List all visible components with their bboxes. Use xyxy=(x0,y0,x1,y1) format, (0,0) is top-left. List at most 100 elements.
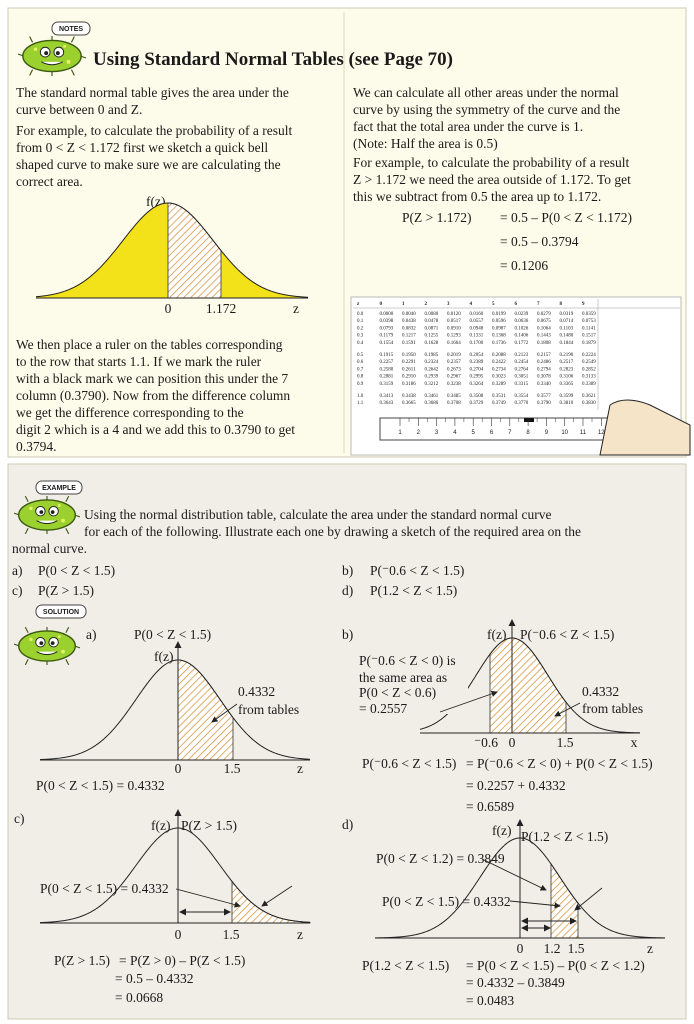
table-cell: 0.3708 xyxy=(447,401,461,406)
axis-label: f(z) xyxy=(487,627,506,642)
part-label: c) xyxy=(14,811,25,826)
part-text: P(0 < Z < 1.5) xyxy=(38,563,115,578)
table-cell: 0.0636 xyxy=(515,319,529,324)
table-cell: 0.3159 xyxy=(380,382,394,387)
note: 0.4332 xyxy=(238,684,275,699)
table-cell: 0.0557 xyxy=(470,319,484,324)
table-cell: 0.5 xyxy=(357,353,364,358)
table-cell: 0.3289 xyxy=(492,382,506,387)
table-cell: 1.1 xyxy=(357,401,364,406)
table-cell: 0.0793 xyxy=(380,326,394,331)
table-cell: 0.1480 xyxy=(560,334,574,339)
paragraph-line: (Note: Half the area is 0.5) xyxy=(353,136,498,151)
intro-line: Using the normal distribution table, cal… xyxy=(84,507,551,522)
arrows xyxy=(175,690,603,932)
graph-title: P(0 < Z < 1.5) xyxy=(134,627,211,642)
table-cell: 0.3790 xyxy=(537,401,551,406)
working-line: = 0.6589 xyxy=(466,799,514,814)
table-cell: 0.1736 xyxy=(492,341,506,346)
working-line: = P(0 < Z < 1.5) – P(0 < Z < 1.2) xyxy=(466,958,645,973)
table-cell: 0.3508 xyxy=(470,394,484,399)
table-cell: 0.1554 xyxy=(380,341,394,346)
table-cell: 0.3749 xyxy=(492,401,506,406)
part-label: b) xyxy=(342,627,353,642)
table-cell: 0.3599 xyxy=(560,394,574,399)
table-cell: 0.1844 xyxy=(560,341,574,346)
table-cell: 0.0040 xyxy=(402,312,416,317)
ruler-label: 3 xyxy=(435,430,439,436)
note: from tables xyxy=(238,702,299,717)
paragraph-line: For example, to calculate the probabilit… xyxy=(353,155,630,170)
paragraph-line: digit 2 which is a 4 and we add this to … xyxy=(16,422,295,437)
table-cell: 0.2088 xyxy=(492,353,506,358)
paragraph-line: from 0 < Z < 1.172 first we sketch a qui… xyxy=(16,140,268,155)
table-cell: 0.3729 xyxy=(470,401,484,406)
paragraph-line: curve between 0 and Z. xyxy=(16,102,142,117)
ruler-label: 9 xyxy=(545,430,549,436)
ruler-label: 1 xyxy=(398,430,402,436)
table-cell: 0.2123 xyxy=(515,353,529,358)
working-line: = P(Z > 0) – P(Z < 1.5) xyxy=(119,953,245,968)
note: = 0.2557 xyxy=(359,701,407,716)
axis-label: 1.5 xyxy=(223,927,240,942)
table-cell: 0.2486 xyxy=(537,360,551,365)
table-cell: 0.2054 xyxy=(470,353,484,358)
table-cell: 0.3133 xyxy=(582,375,596,380)
paragraph-line: 0.3794. xyxy=(16,439,57,454)
curves xyxy=(35,202,666,939)
table-cell: 0.0987 xyxy=(492,326,506,331)
working-line: = 0.2257 + 0.4332 xyxy=(466,778,566,793)
paragraph-line: Z > 1.172 we need the area outside of 1.… xyxy=(353,172,631,187)
intro-line: for each of the following. Illustrate ea… xyxy=(84,524,581,539)
table-cell: 0.0199 xyxy=(492,312,506,317)
axis-label: ⁻0.6 xyxy=(474,735,498,750)
table-cell: 0.2967 xyxy=(447,375,461,380)
table-cell: 0.3531 xyxy=(492,394,506,399)
table-cell: 0.1103 xyxy=(560,326,574,331)
table-header: 9 xyxy=(582,302,585,307)
axis-label: z xyxy=(647,941,653,956)
normal-curve xyxy=(39,659,311,761)
table-cell: 0.3810 xyxy=(560,401,574,406)
ruler-label: 11 xyxy=(580,430,587,436)
working-lhs: P(1.2 < Z < 1.5) xyxy=(362,958,449,973)
table-cell: 0.0478 xyxy=(425,319,439,324)
table-cell: 0.3340 xyxy=(537,382,551,387)
table-cell: 0.0398 xyxy=(380,319,394,324)
note: P(0 < Z < 1.5) = 0.4332 xyxy=(40,881,169,896)
paragraph-line: to the row that starts 1.1. If we mark t… xyxy=(16,354,262,369)
paragraph-line: with a black mark we can position this u… xyxy=(16,371,288,386)
table-cell: 0.3186 xyxy=(402,382,416,387)
part-label: d) xyxy=(342,817,353,832)
axis-label: z xyxy=(297,761,303,776)
axis-label: 0 xyxy=(165,301,172,316)
note: 0.4332 xyxy=(582,684,619,699)
table-cell: 0.2939 xyxy=(425,375,439,380)
table-cell: 0.2995 xyxy=(470,375,484,380)
table-cell: 0.0714 xyxy=(560,319,574,324)
axis-label: f(z) xyxy=(151,818,170,833)
axis-label: 0 xyxy=(509,735,516,750)
ruler-label: 10 xyxy=(561,430,568,436)
table-cell: 0.3264 xyxy=(470,382,484,387)
ruler-label: 5 xyxy=(472,430,476,436)
table-cell: 0.1217 xyxy=(402,334,416,339)
table-cell: 0.1064 xyxy=(537,326,551,331)
note: P(0 < Z < 1.5) = 0.4332 xyxy=(382,894,511,909)
working-line: = 0.4332 – 0.3849 xyxy=(466,975,565,990)
table-cell: 0.2823 xyxy=(560,367,574,372)
axis-label: 0 xyxy=(175,927,182,942)
note: the same area as xyxy=(359,670,447,685)
table-cell: 0.1141 xyxy=(582,326,596,331)
note: from tables xyxy=(582,701,643,716)
graph-title: P(1.2 < Z < 1.5) xyxy=(521,829,608,844)
table-header: 5 xyxy=(492,302,495,307)
table-cell: 0.0319 xyxy=(560,312,574,317)
axis-label: z xyxy=(293,301,299,316)
badge-box xyxy=(35,604,87,619)
part-label: b) xyxy=(342,563,353,578)
part-label: d) xyxy=(342,583,353,598)
table-cell: 0.2 xyxy=(357,326,364,331)
paragraph-line: we get the difference corresponding to t… xyxy=(16,405,244,420)
